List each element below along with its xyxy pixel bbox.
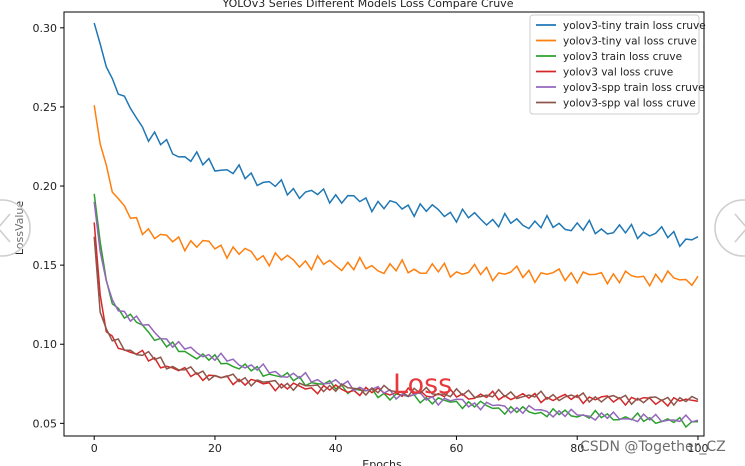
x-tick-label: 80 (570, 442, 584, 455)
legend: yolov3-tiny train loss cruve yolov3-tiny … (529, 14, 706, 115)
legend-label: yolov3-tiny val loss cruve (563, 36, 697, 48)
loss-annotation: Loss (393, 369, 452, 400)
legend-label: yolov3-tiny train loss cruve (563, 20, 706, 32)
legend-label: yolov3-spp train loss cruve (563, 82, 705, 94)
legend-label: yolov3 val loss cruve (563, 67, 673, 79)
series-layer (93, 22, 699, 429)
x-tick-label: 20 (208, 442, 222, 455)
y-tick-label: 0.15 (33, 259, 58, 272)
legend-label: yolov3 train loss cruve (563, 51, 682, 63)
y-tick-label: 0.10 (33, 338, 58, 351)
series-line-2 (93, 105, 699, 288)
prev-arrow-button[interactable] (0, 199, 31, 257)
x-axis: 0 20 40 60 80 100 (91, 436, 708, 455)
next-button-circle[interactable] (714, 199, 745, 257)
y-tick-label: 0.05 (33, 417, 58, 430)
x-tick-label: 0 (91, 442, 98, 455)
x-tick-label: 40 (329, 442, 343, 455)
legend-label: yolov3-spp val loss cruve (563, 98, 696, 110)
y-tick-label: 0.25 (33, 101, 58, 114)
series-line-5 (93, 201, 699, 423)
plot-frame (63, 11, 705, 437)
chevron-left-icon (0, 213, 11, 243)
prev-button-circle[interactable] (0, 199, 31, 257)
series-line-1 (93, 22, 699, 248)
x-axis-title: Epochs (362, 458, 402, 466)
x-tick-label: 100 (687, 442, 708, 455)
watermark: CSDN @Together_CZ (580, 439, 726, 455)
y-tick-label: 0.20 (33, 180, 58, 193)
chart-title: YOLOv3 Series Different Models Loss Comp… (222, 0, 514, 10)
y-tick-label: 0.30 (33, 22, 58, 35)
chevron-right-icon (734, 213, 745, 243)
legend-box (529, 14, 700, 115)
next-arrow-button[interactable] (714, 199, 745, 257)
y-axis: 0.05 0.10 0.15 0.20 0.25 0.30 (33, 22, 64, 430)
series-line-3 (93, 193, 699, 429)
series-line-6 (93, 236, 699, 407)
y-axis-title: LossValue (13, 201, 26, 256)
x-tick-label: 60 (449, 442, 463, 455)
